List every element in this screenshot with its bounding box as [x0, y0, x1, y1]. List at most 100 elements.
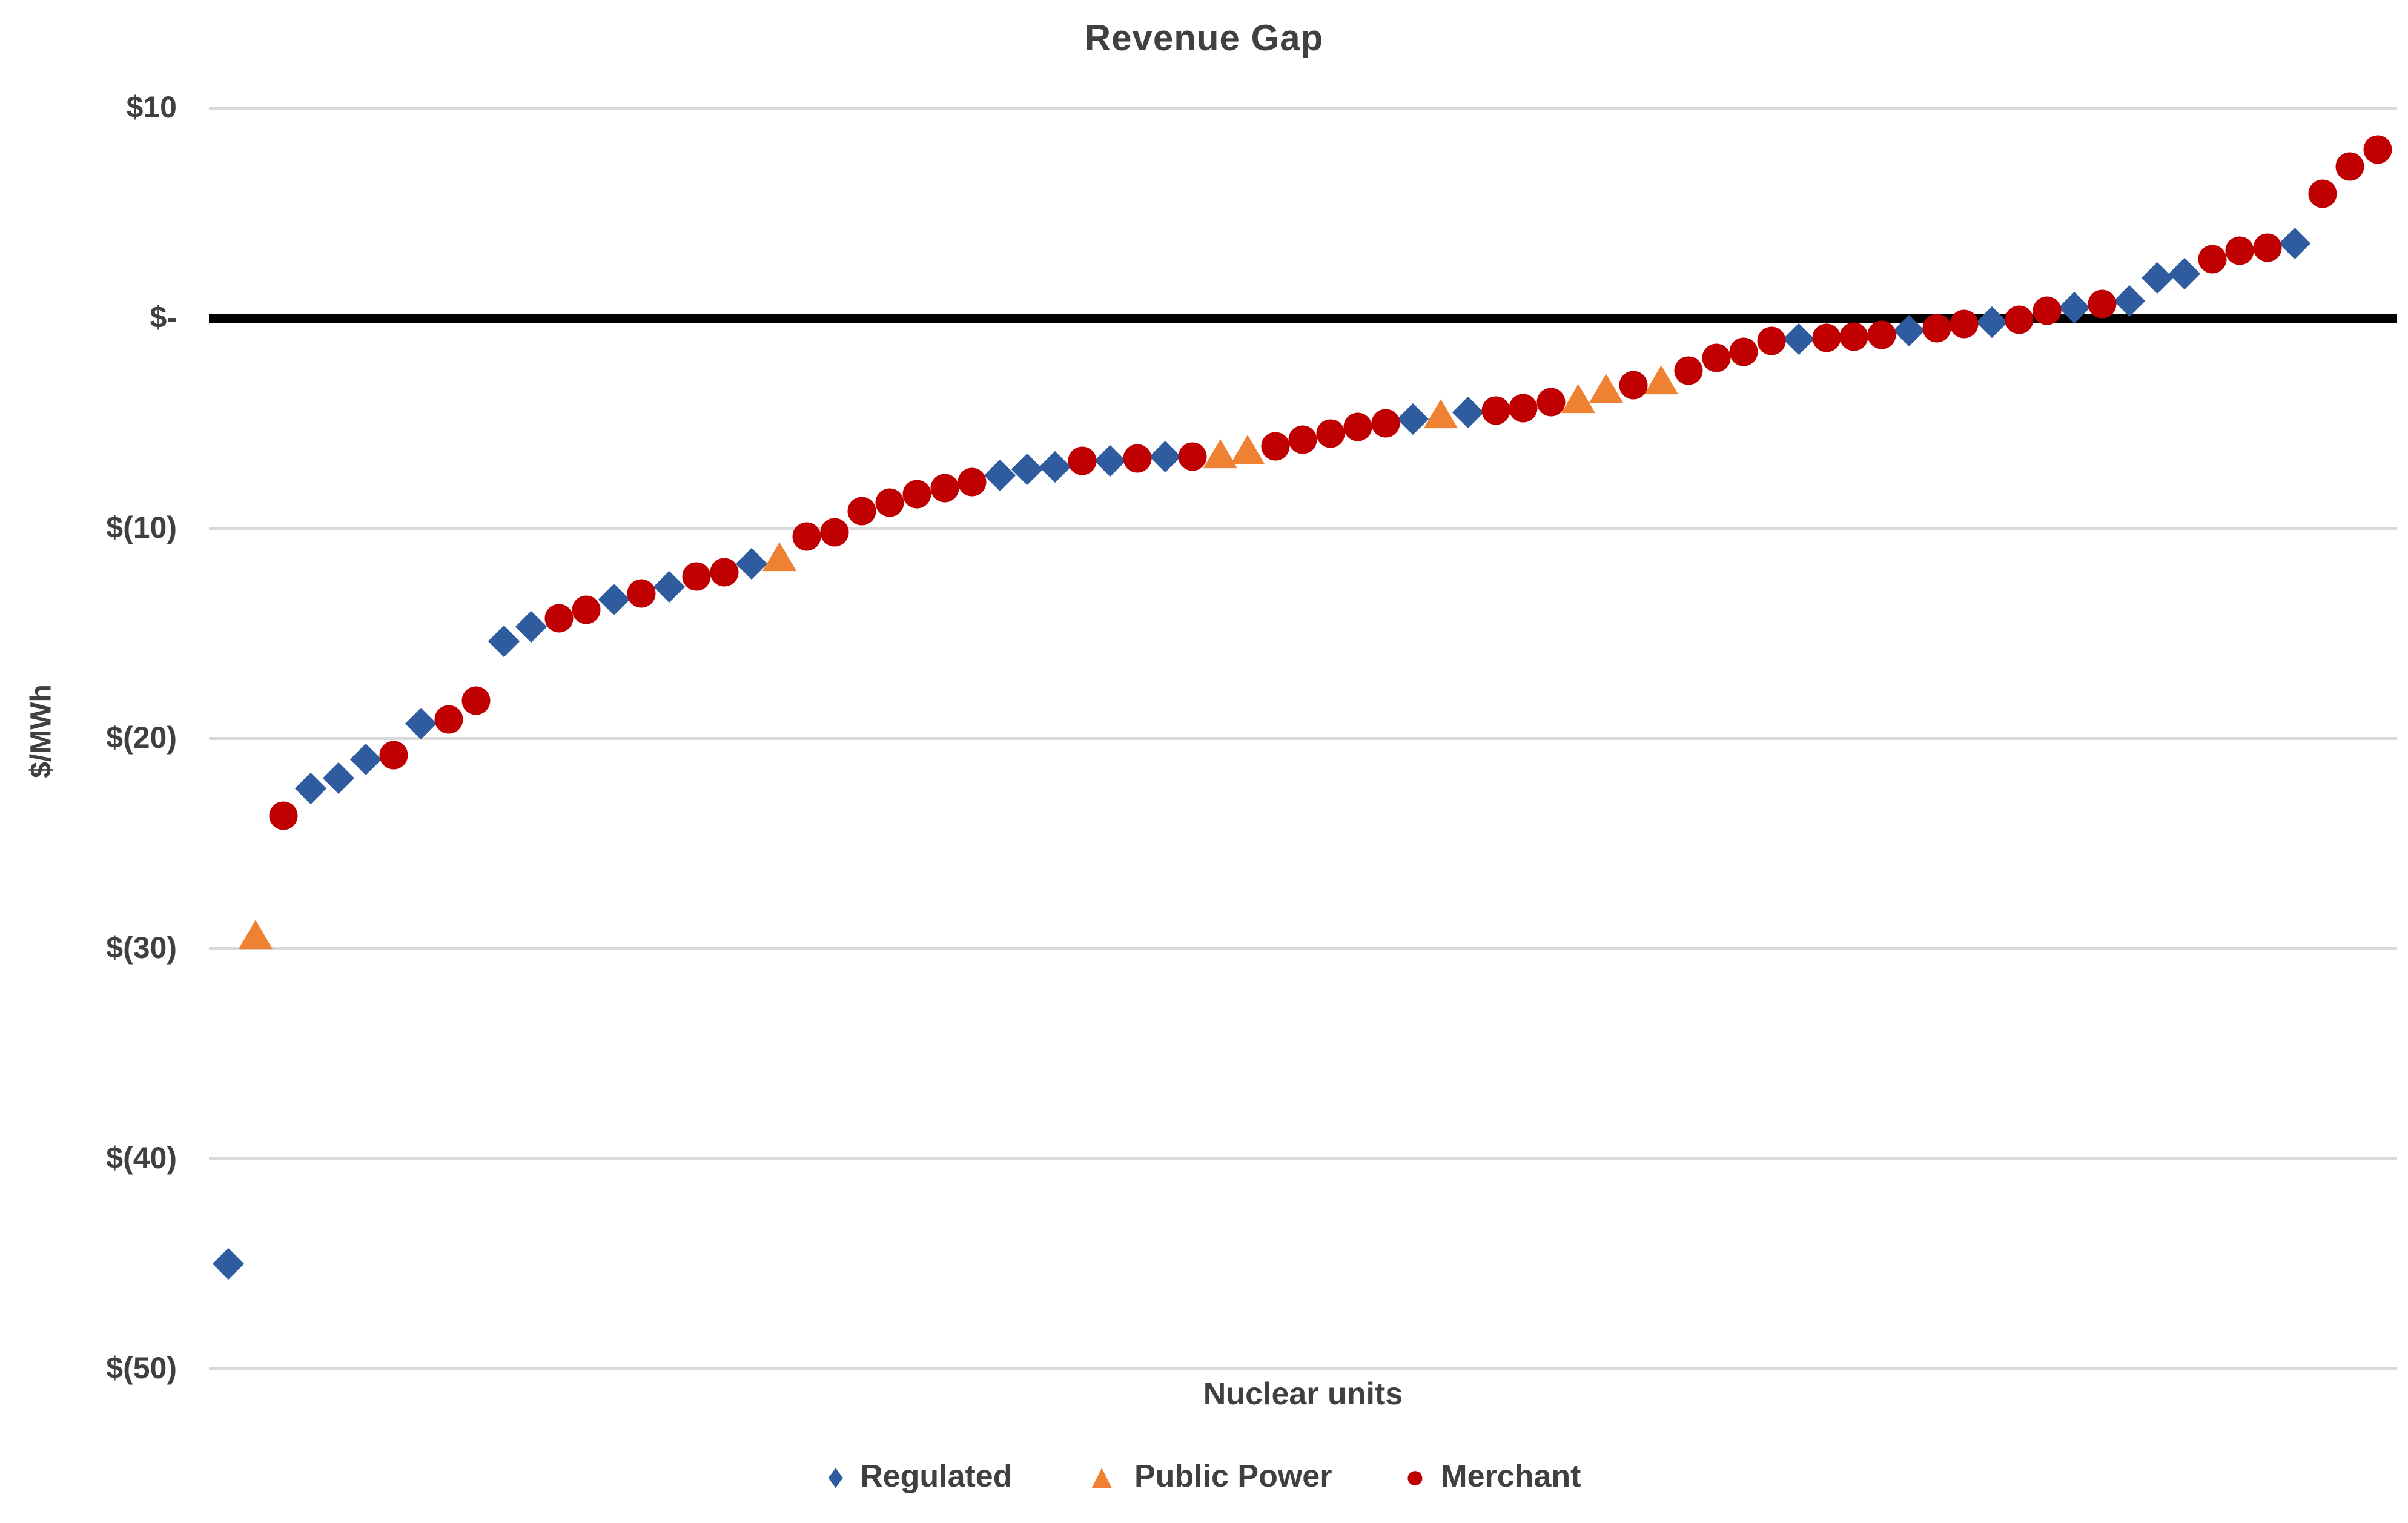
point-regulated [2168, 257, 2201, 290]
point-merchant [1674, 356, 1703, 385]
point-regulated [212, 1247, 244, 1280]
legend-label-regulated: Regulated [860, 1459, 1013, 1494]
point-merchant [2308, 179, 2337, 208]
point-merchant [2088, 289, 2116, 319]
point-merchant [820, 518, 848, 547]
point-merchant [1371, 409, 1400, 437]
point-regulated [1149, 440, 1181, 473]
gridline [209, 1367, 2397, 1370]
point-regulated [1782, 323, 1815, 355]
public-power-triangle-icon: ▲ [1085, 1457, 1119, 1495]
point-public-power [1589, 374, 1623, 403]
legend: ♦ Regulated ▲ Public Power ● Merchant [0, 1458, 2408, 1495]
point-merchant [1839, 322, 1868, 351]
point-regulated [653, 570, 685, 603]
point-public-power [1231, 434, 1265, 464]
point-merchant [544, 604, 573, 633]
gridline [209, 1157, 2397, 1160]
zero-reference-line [209, 314, 2397, 323]
y-tick-label: $(50) [106, 1351, 177, 1385]
x-axis-title: Nuclear units [1203, 1376, 1403, 1412]
y-tick-label: $(40) [106, 1141, 177, 1175]
point-merchant [2005, 305, 2034, 334]
point-merchant [461, 686, 491, 715]
point-regulated [2278, 227, 2311, 259]
point-merchant [1288, 425, 1317, 454]
point-merchant [1509, 394, 1538, 423]
point-merchant [2198, 245, 2226, 274]
point-merchant [1922, 314, 1951, 343]
point-merchant [269, 801, 297, 830]
legend-label-public-power: Public Power [1134, 1459, 1332, 1494]
point-merchant [958, 467, 987, 497]
point-regulated [984, 460, 1016, 492]
point-public-power [762, 541, 796, 571]
legend-item-regulated: ♦ Regulated [827, 1458, 1013, 1495]
point-merchant [875, 488, 904, 517]
point-merchant [1123, 444, 1152, 473]
point-regulated [349, 743, 382, 775]
point-regulated [2113, 285, 2146, 317]
point-merchant [847, 497, 876, 526]
y-tick-label: $- [150, 300, 177, 334]
y-tick-label: $(30) [106, 931, 177, 965]
point-merchant [1757, 326, 1785, 355]
point-regulated [322, 762, 354, 795]
point-merchant [434, 705, 463, 734]
point-merchant [902, 480, 931, 509]
point-regulated [488, 626, 520, 658]
point-merchant [627, 579, 656, 608]
point-merchant [1950, 309, 1979, 339]
point-merchant [930, 474, 959, 503]
gridline [209, 947, 2397, 950]
point-regulated [598, 583, 630, 616]
legend-label-merchant: Merchant [1441, 1459, 1581, 1494]
y-tick-label: $(20) [106, 721, 177, 755]
point-merchant [1178, 442, 1207, 471]
point-regulated [515, 610, 547, 643]
point-regulated [2141, 262, 2173, 294]
gridline [209, 737, 2397, 740]
point-merchant [1812, 323, 1841, 352]
point-merchant [1261, 432, 1289, 461]
legend-item-merchant: ● Merchant [1404, 1458, 1581, 1495]
point-regulated [405, 707, 437, 739]
point-merchant [379, 741, 408, 770]
point-merchant [1619, 371, 1648, 400]
y-tick-label: $10 [126, 90, 177, 124]
gridline [209, 527, 2397, 530]
point-merchant [1702, 343, 1730, 372]
merchant-circle-icon: ● [1404, 1457, 1426, 1495]
point-regulated [294, 773, 327, 805]
point-merchant [2033, 296, 2061, 325]
point-public-power [239, 920, 273, 950]
point-regulated [1039, 451, 1071, 483]
point-merchant [2225, 236, 2254, 265]
regulated-diamond-icon: ♦ [827, 1457, 845, 1495]
point-regulated [1976, 306, 2008, 339]
point-merchant [1068, 446, 1097, 475]
point-merchant [2363, 135, 2392, 164]
point-public-power [1644, 365, 1678, 395]
point-merchant [792, 522, 821, 551]
point-merchant [572, 595, 601, 624]
point-merchant [1316, 419, 1345, 448]
y-tick-label: $(10) [106, 510, 177, 544]
point-merchant [1536, 388, 1565, 417]
point-merchant [2253, 233, 2281, 262]
point-merchant [682, 562, 711, 591]
point-merchant [2335, 152, 2364, 181]
point-public-power [1423, 398, 1458, 428]
point-merchant [1343, 412, 1372, 441]
point-regulated [1011, 453, 1044, 485]
point-merchant [1481, 396, 1510, 425]
chart-title: Revenue Gap [1084, 18, 1324, 58]
point-merchant [1729, 337, 1758, 366]
legend-item-public-power: ▲ Public Power [1085, 1458, 1332, 1495]
gridline [209, 107, 2397, 110]
point-regulated [1094, 444, 1126, 477]
point-merchant [710, 558, 738, 587]
point-merchant [1867, 320, 1896, 349]
